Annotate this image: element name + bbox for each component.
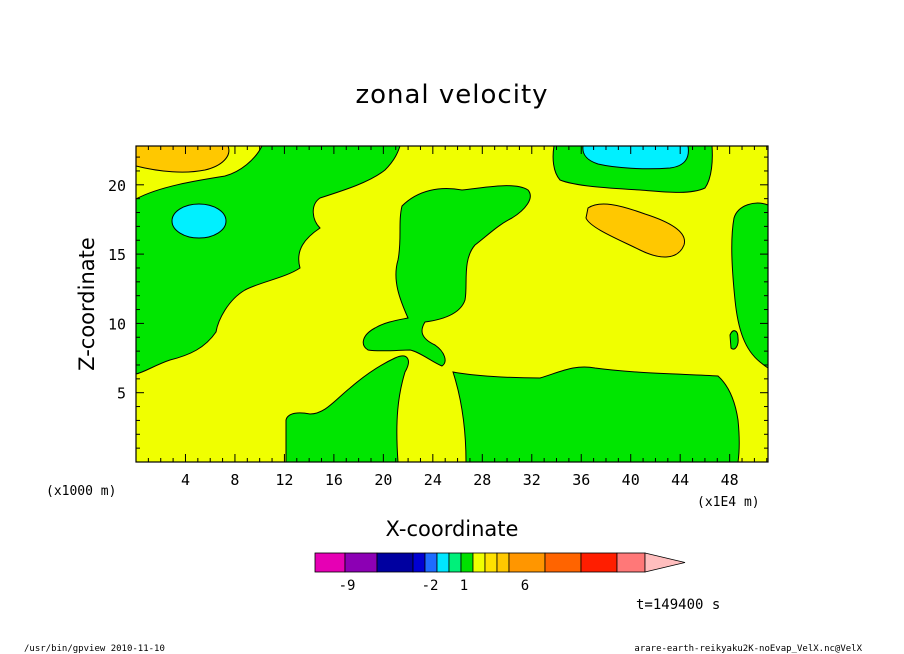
cyan-region-left: [171, 203, 227, 239]
x-tick-label: 20: [374, 471, 392, 489]
orange-region-topleft: [135, 145, 230, 173]
green-region-center: [362, 185, 531, 367]
cyan-region-topright: [582, 145, 689, 170]
y-tick-label: 10: [108, 315, 126, 333]
green-region-bottomleft: [285, 355, 409, 463]
x-tick-label: 8: [230, 471, 239, 489]
x-tick-label: 16: [325, 471, 343, 489]
footer-left: /usr/bin/gpview 2010-11-10: [24, 644, 165, 654]
time-label: t=149400 s: [636, 597, 720, 613]
y-tick-label: 15: [108, 246, 126, 264]
y-tick-labels: 5 10 15 20: [108, 177, 126, 403]
x-tick-label: 36: [572, 471, 590, 489]
colorbar-segment: [376, 552, 414, 573]
colorbar-segment: [424, 552, 438, 573]
colorbar-segment: [436, 552, 450, 573]
x-tick-label: 48: [721, 471, 739, 489]
plot-frame: [135, 145, 769, 463]
contour-plot: [135, 145, 769, 463]
colorbar-arrow: [644, 552, 686, 573]
colorbar-segment: [472, 552, 486, 573]
x-tick-label: 12: [275, 471, 293, 489]
colorbar-segment: [508, 552, 546, 573]
x-tick-label: 32: [523, 471, 541, 489]
x-tick-label: 40: [622, 471, 640, 489]
x-tick-label: 24: [424, 471, 442, 489]
colorbar-segment: [496, 552, 510, 573]
colorbar-label: 1: [460, 578, 468, 594]
x-tick-label: 28: [473, 471, 491, 489]
colorbar-segment: [314, 552, 346, 573]
colorbar-segment: [448, 552, 462, 573]
colorbar-label: -9: [339, 578, 356, 594]
x-tick-label: 4: [181, 471, 190, 489]
orange-region-right: [585, 203, 685, 258]
x-axis-title: X-coordinate: [386, 517, 519, 541]
colorbar-label: -2: [422, 578, 439, 594]
colorbar-segment: [616, 552, 646, 573]
colorbar-segment: [580, 552, 618, 573]
y-axis-title: Z-coordinate: [75, 237, 99, 371]
colorbar-segment: [484, 552, 498, 573]
colorbar: [314, 552, 686, 573]
y-tick-label: 5: [117, 385, 126, 403]
colorbar-segment: [460, 552, 474, 573]
x-unit-right: (x1E4 m): [697, 495, 760, 510]
colorbar-labels: -9 -2 1 6: [339, 578, 530, 594]
x-tick-labels: 4 8 12 16 20 24 28 32 36 40 44 48: [181, 471, 739, 489]
green-region-left: [135, 145, 401, 375]
colorbar-segment: [544, 552, 582, 573]
axis-ticks: [136, 146, 768, 462]
colorbar-label: 6: [521, 578, 529, 594]
footer-right: arare-earth-reikyaku2K-noEvap_VelX.nc@Ve…: [634, 644, 862, 654]
colorbar-segment: [412, 552, 426, 573]
y-tick-label: 20: [108, 177, 126, 195]
chart-title: zonal velocity: [355, 80, 548, 110]
colorbar-segment: [344, 552, 378, 573]
x-unit-left: (x1000 m): [46, 484, 116, 499]
x-tick-label: 44: [671, 471, 689, 489]
green-region-rightsmall: [729, 330, 739, 350]
green-region-bottomright: [452, 366, 740, 463]
